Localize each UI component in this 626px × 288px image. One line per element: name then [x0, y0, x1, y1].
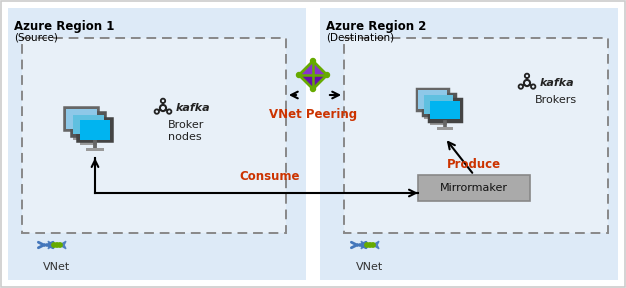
FancyBboxPatch shape: [73, 137, 91, 140]
Text: kafka: kafka: [540, 78, 575, 88]
FancyBboxPatch shape: [320, 8, 618, 280]
FancyBboxPatch shape: [344, 38, 608, 233]
Text: (Source): (Source): [14, 33, 58, 43]
Circle shape: [324, 73, 329, 77]
FancyBboxPatch shape: [424, 116, 441, 120]
FancyBboxPatch shape: [430, 101, 459, 120]
Polygon shape: [48, 241, 54, 249]
Circle shape: [55, 243, 59, 247]
FancyBboxPatch shape: [424, 95, 453, 114]
FancyBboxPatch shape: [71, 112, 106, 137]
FancyBboxPatch shape: [66, 109, 97, 129]
Circle shape: [52, 243, 56, 247]
Text: Mirrormaker: Mirrormaker: [440, 183, 508, 193]
Circle shape: [297, 73, 302, 77]
Circle shape: [368, 243, 372, 247]
FancyBboxPatch shape: [416, 88, 449, 111]
Polygon shape: [299, 75, 327, 89]
Polygon shape: [361, 241, 367, 249]
Text: Brokers: Brokers: [535, 95, 577, 105]
Circle shape: [310, 58, 316, 63]
FancyBboxPatch shape: [78, 118, 113, 142]
Polygon shape: [299, 61, 327, 75]
Text: Produce: Produce: [447, 158, 501, 171]
Text: Broker
nodes: Broker nodes: [168, 120, 204, 142]
Text: Consume: Consume: [240, 170, 300, 183]
Polygon shape: [372, 241, 379, 249]
Circle shape: [371, 243, 375, 247]
Text: VNet Peering: VNet Peering: [269, 108, 357, 121]
FancyBboxPatch shape: [436, 127, 453, 130]
FancyBboxPatch shape: [306, 8, 320, 280]
Circle shape: [365, 243, 369, 247]
Text: VNet: VNet: [356, 262, 384, 272]
FancyBboxPatch shape: [80, 142, 97, 145]
Text: Azure Region 1: Azure Region 1: [14, 20, 115, 33]
Polygon shape: [59, 241, 66, 249]
Text: (Destination): (Destination): [326, 33, 394, 43]
FancyBboxPatch shape: [73, 115, 104, 134]
FancyBboxPatch shape: [422, 93, 456, 116]
Circle shape: [58, 243, 62, 247]
FancyBboxPatch shape: [8, 8, 306, 280]
FancyBboxPatch shape: [418, 175, 530, 201]
FancyBboxPatch shape: [80, 120, 110, 140]
Text: kafka: kafka: [176, 103, 210, 113]
Text: VNet: VNet: [43, 262, 71, 272]
FancyBboxPatch shape: [428, 98, 462, 122]
FancyBboxPatch shape: [418, 90, 447, 109]
Text: Azure Region 2: Azure Region 2: [326, 20, 426, 33]
FancyBboxPatch shape: [64, 107, 100, 131]
Circle shape: [310, 86, 316, 92]
FancyBboxPatch shape: [22, 38, 286, 233]
FancyBboxPatch shape: [430, 122, 447, 125]
FancyBboxPatch shape: [86, 147, 104, 151]
